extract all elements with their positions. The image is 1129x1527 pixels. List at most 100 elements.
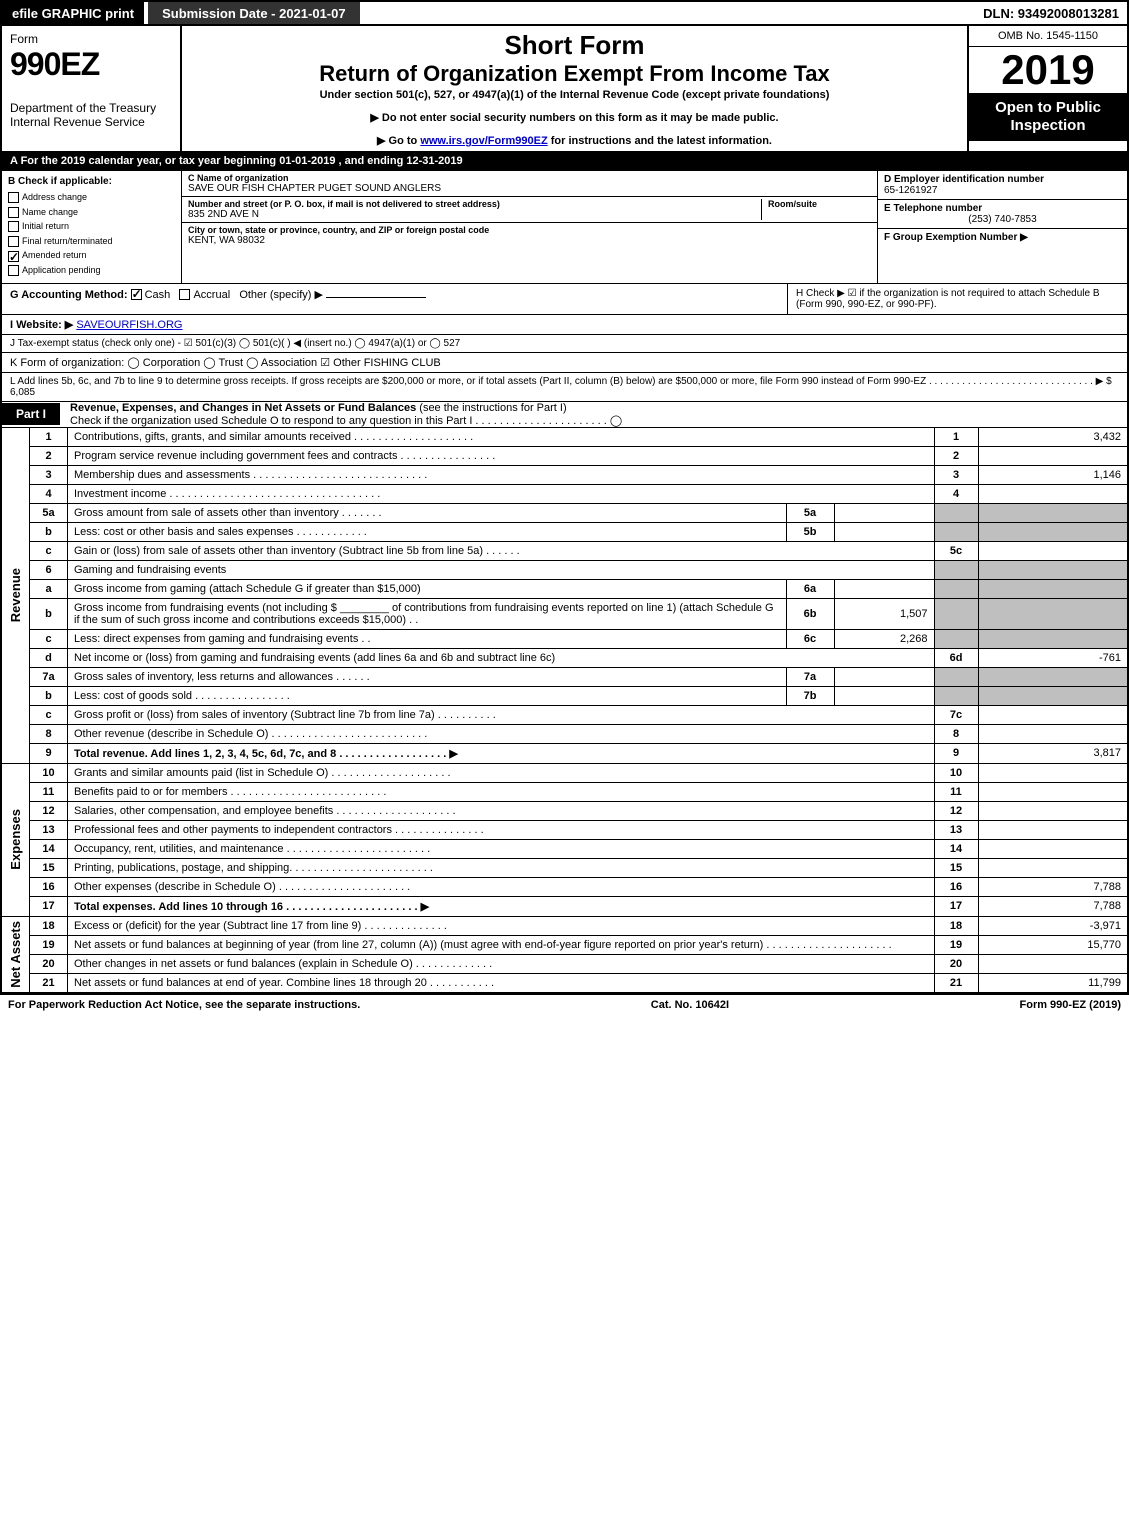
row-desc: Investment income . . . . . . . . . . . … (68, 484, 935, 503)
row-amt-grey (978, 629, 1128, 648)
row-num: 17 (30, 896, 68, 916)
amended-return-checkbox[interactable] (8, 251, 19, 262)
g-label: G Accounting Method: (10, 289, 128, 301)
cash-checkbox[interactable] (131, 289, 142, 300)
other-specify-input[interactable] (326, 297, 426, 298)
row-sub: 6b (786, 598, 834, 629)
final-return-checkbox[interactable] (8, 236, 19, 247)
footer-mid: Cat. No. 10642I (651, 999, 729, 1011)
irs-link[interactable]: www.irs.gov/Form990EZ (420, 135, 547, 147)
row-amt-grey (978, 686, 1128, 705)
line-l: L Add lines 5b, 6c, and 7b to line 9 to … (0, 373, 1129, 402)
name-change-checkbox[interactable] (8, 207, 19, 218)
revenue-side-label: Revenue (8, 568, 23, 622)
row-sub: 6c (786, 629, 834, 648)
row-num: 7a (30, 667, 68, 686)
submission-date: Submission Date - 2021-01-07 (148, 2, 360, 24)
row-linecol: 11 (934, 782, 978, 801)
row-amt-grey (978, 598, 1128, 629)
row-subval: 1,507 (834, 598, 934, 629)
row-desc: Printing, publications, postage, and shi… (68, 858, 935, 877)
row-desc: Net assets or fund balances at end of ye… (68, 973, 935, 993)
part-i-sub: (see the instructions for Part I) (416, 402, 566, 414)
initial-return-label: Initial return (22, 221, 69, 231)
row-linecol: 5c (934, 541, 978, 560)
row-num: 1 (30, 428, 68, 447)
row-amt: 15,770 (978, 935, 1128, 954)
row-amt (978, 724, 1128, 743)
ein-value: 65-1261927 (884, 185, 1121, 196)
row-num: c (30, 629, 68, 648)
website-link[interactable]: SAVEOURFISH.ORG (76, 319, 182, 331)
section-c: C Name of organization SAVE OUR FISH CHA… (182, 171, 877, 283)
row-desc: Net income or (loss) from gaming and fun… (68, 648, 935, 667)
row-desc: Net assets or fund balances at beginning… (68, 935, 935, 954)
row-desc: Other expenses (describe in Schedule O) … (68, 877, 935, 896)
section-b-header: B Check if applicable: (8, 175, 175, 189)
row-linecol: 15 (934, 858, 978, 877)
section-b: B Check if applicable: Address change Na… (2, 171, 182, 283)
phone-label: E Telephone number (884, 203, 1121, 214)
row-desc: Less: direct expenses from gaming and fu… (68, 629, 787, 648)
header-center: Short Form Return of Organization Exempt… (182, 26, 967, 151)
row-num: b (30, 686, 68, 705)
row-sub: 7b (786, 686, 834, 705)
row-num: b (30, 598, 68, 629)
row-linecol: 4 (934, 484, 978, 503)
addr-change-checkbox[interactable] (8, 192, 19, 203)
row-desc: Total revenue. Add lines 1, 2, 3, 4, 5c,… (68, 743, 935, 763)
row-linecol: 2 (934, 446, 978, 465)
row-desc: Less: cost or other basis and sales expe… (68, 522, 787, 541)
irs-label: Internal Revenue Service (10, 115, 172, 129)
part-i-tag: Part I (2, 403, 60, 425)
row-num: 12 (30, 801, 68, 820)
website-label: I Website: ▶ (10, 319, 73, 331)
row-desc: Gross amount from sale of assets other t… (68, 503, 787, 522)
part-i-text: Revenue, Expenses, and Changes in Net As… (60, 402, 1127, 427)
meta-gh: G Accounting Method: Cash Accrual Other … (0, 284, 1129, 315)
app-pending-checkbox[interactable] (8, 265, 19, 276)
row-linecol-grey (934, 522, 978, 541)
row-desc: Occupancy, rent, utilities, and maintena… (68, 839, 935, 858)
part-i-title: Revenue, Expenses, and Changes in Net As… (70, 402, 416, 414)
row-num: 15 (30, 858, 68, 877)
row-linecol: 1 (934, 428, 978, 447)
line-j: J Tax-exempt status (check only one) - ☑… (0, 335, 1129, 353)
row-linecol: 18 (934, 916, 978, 935)
row-linecol-grey (934, 629, 978, 648)
row-sub: 5a (786, 503, 834, 522)
row-amt (978, 763, 1128, 782)
row-linecol: 13 (934, 820, 978, 839)
row-amt (978, 484, 1128, 503)
org-name-label: C Name of organization (188, 173, 871, 183)
city-label: City or town, state or province, country… (188, 225, 871, 235)
row-amt (978, 801, 1128, 820)
other-label: Other (specify) ▶ (239, 289, 323, 301)
row-amt: 3,817 (978, 743, 1128, 763)
row-linecol-grey (934, 579, 978, 598)
goto-note: ▶ Go to www.irs.gov/Form990EZ for instru… (190, 134, 959, 147)
efile-label[interactable]: efile GRAPHIC print (2, 2, 144, 24)
accrual-label: Accrual (193, 289, 230, 301)
dln-label: DLN: 93492008013281 (983, 6, 1127, 21)
row-desc: Excess or (deficit) for the year (Subtra… (68, 916, 935, 935)
row-num: 5a (30, 503, 68, 522)
return-title: Return of Organization Exempt From Incom… (190, 61, 959, 87)
tax-year: 2019 (969, 47, 1127, 93)
row-num: 8 (30, 724, 68, 743)
row-desc: Gain or (loss) from sale of assets other… (68, 541, 935, 560)
row-desc: Salaries, other compensation, and employ… (68, 801, 935, 820)
row-sub: 7a (786, 667, 834, 686)
row-num: 13 (30, 820, 68, 839)
initial-return-checkbox[interactable] (8, 221, 19, 232)
group-exempt-label: F Group Exemption Number ▶ (884, 232, 1121, 243)
row-amt (978, 541, 1128, 560)
row-amt: 7,788 (978, 896, 1128, 916)
row-linecol-grey (934, 667, 978, 686)
row-num: 4 (30, 484, 68, 503)
row-sub: 6a (786, 579, 834, 598)
row-num: 21 (30, 973, 68, 993)
row-amt: 7,788 (978, 877, 1128, 896)
accrual-checkbox[interactable] (179, 289, 190, 300)
addr-change-label: Address change (22, 192, 87, 202)
